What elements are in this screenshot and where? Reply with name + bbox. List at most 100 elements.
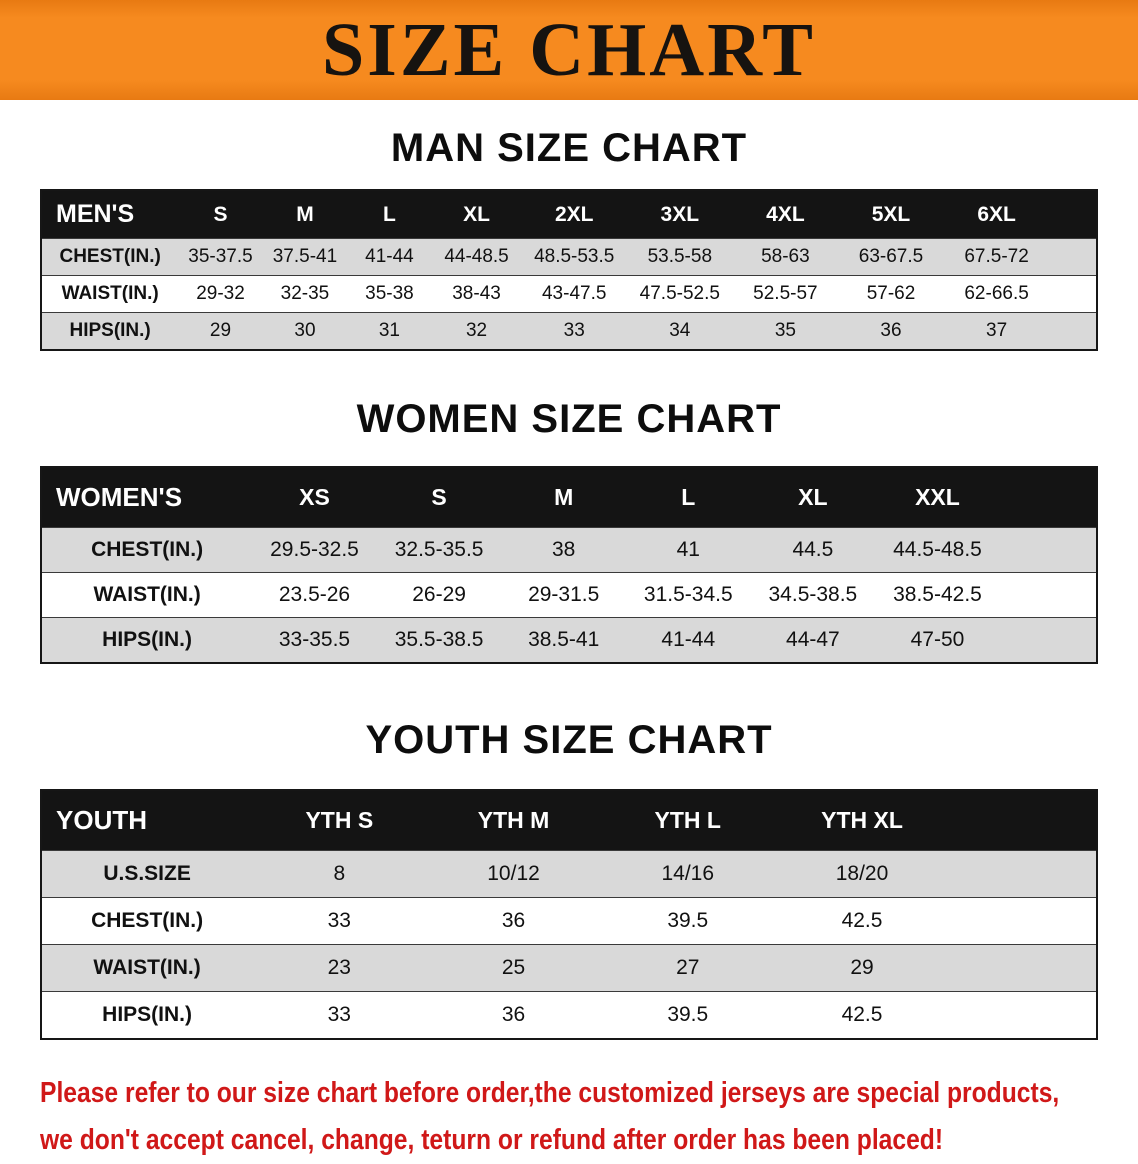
measurement-row: WAIST(IN.) 23 25 27 29 [41,944,1097,992]
table-title-cell: YOUTH [41,790,253,851]
filler-cell [1000,573,1097,618]
value-cell: 26-29 [412,583,466,606]
youth-size-section: YOUTH SIZE CHART YOUTH YTH S YTH M YTH L YTH… [0,718,1138,1040]
table-title-cell: MEN'S [41,190,179,239]
value-cell: 29-31.5 [528,583,600,606]
value-cell: 41-44 [661,628,716,651]
disclaimer-note: Please refer to our size chart before or… [40,1070,1130,1164]
value-cell: 37 [986,320,1008,341]
value-cell: 32 [465,320,488,341]
measurement-row: HIPS(IN.) 33 36 39.5 42.5 [41,991,1097,1040]
women-header-row: WOMEN'S XS S M L XL XXL [41,467,1097,528]
value-cell: 30 [294,320,316,341]
value-cell: 32.5-35.5 [394,538,484,561]
value-cell: 38.5-42.5 [893,583,982,606]
measurement-row: CHEST(IN.) 29.5-32.5 32.5-35.5 38 41 44.5 44.5… [41,527,1097,573]
value-cell: 48.5-53.5 [534,246,615,267]
value-cell: 42.5 [841,909,883,932]
value-cell: 33 [327,909,351,932]
value-cell: 18/20 [835,862,889,885]
value-cell: 43-47.5 [541,283,607,304]
measurement-row: CHEST(IN.) 35-37.5 37.5-41 41-44 44-48.5 48.5… [41,238,1097,276]
value-cell: 32-35 [280,283,330,304]
row-label-cell: HIPS(IN.) [69,320,151,341]
value-cell: 37.5-41 [272,246,338,267]
disclaimer-line-2: we don't accept cancel, change, teturn o… [40,1123,944,1156]
value-cell: 44.5-48.5 [893,538,982,561]
size-header-cell: XL [750,467,876,528]
size-chart-banner: SIZE CHART [0,0,1138,100]
value-cell: 34 [669,320,691,341]
row-label-cell: CHEST(IN.) [91,538,204,561]
value-cell: 47.5-52.5 [639,283,720,304]
youth-size-table: YOUTH YTH S YTH M YTH L YTH XL U.S.SIZE 8 10/1… [40,789,1098,1040]
value-cell: 33 [563,320,585,341]
size-header-cell: L [625,467,751,528]
value-cell: 27 [676,956,700,979]
men-header-row: MEN'S S M L XL 2XL 3XL 4XL 5XL 6XL [41,190,1097,239]
filler-cell [1049,239,1097,276]
row-label-cell: WAIST(IN.) [93,583,201,606]
value-cell: 36 [501,1003,526,1026]
value-cell: 29.5-32.5 [270,538,359,561]
value-cell: 38 [552,538,576,561]
value-cell: 31.5-34.5 [643,583,733,606]
value-cell: 35-37.5 [188,246,253,267]
size-header-cell: XL [431,190,522,239]
youth-section-heading: YOUTH SIZE CHART [365,718,773,762]
value-cell: 35.5-38.5 [394,628,484,651]
value-cell: 44.5 [792,538,834,561]
value-cell: 39.5 [667,1003,709,1026]
men-section-heading: MAN SIZE CHART [390,126,748,170]
women-size-section: WOMEN SIZE CHART WOMEN'S XS S M L XL XXL CHEST… [0,397,1138,664]
filler-cell [949,851,1097,898]
women-size-table: WOMEN'S XS S M L XL XXL CHEST(IN.) 29.5-32.5 32.… [40,466,1098,664]
value-cell: 38-43 [452,283,501,304]
value-cell: 29 [850,956,874,979]
measurement-row: HIPS(IN.) 29 30 31 32 33 34 35 36 37 [41,312,1097,351]
value-cell: 38.5-41 [528,628,600,651]
row-label-cell: CHEST(IN.) [59,246,161,267]
value-cell: 31 [378,320,400,341]
filler-cell [949,992,1097,1040]
row-label-cell: HIPS(IN.) [102,1003,193,1026]
size-header-cell: S [376,467,502,528]
banner-title: SIZE CHART [321,7,816,92]
value-cell: 33-35.5 [278,628,351,651]
size-header-cell: L [347,190,432,239]
value-cell: 10/12 [487,862,540,885]
value-cell: 35-38 [365,283,414,304]
filler-cell [1049,276,1097,313]
table-title-cell: WOMEN'S [41,467,253,528]
filler-cell [1049,313,1097,351]
filler-cell [949,945,1097,992]
size-header-cell: XS [252,467,377,528]
value-cell: 57-62 [866,283,916,304]
size-header-cell: 5XL [838,190,944,239]
row-label-cell: WAIST(IN.) [93,956,201,979]
size-header-cell: 3XL [627,190,733,239]
value-cell: 39.5 [667,909,709,932]
row-label-cell: WAIST(IN.) [61,283,159,304]
men-size-table: MEN'S S M L XL 2XL 3XL 4XL 5XL 6XL CHEST(IN.) 35-3… [40,189,1098,351]
youth-header-row: YOUTH YTH S YTH M YTH L YTH XL [41,790,1097,851]
value-cell: 36 [880,320,902,341]
value-cell: 29 [209,320,232,341]
row-label-cell: CHEST(IN.) [91,909,204,932]
value-cell: 36 [501,909,526,932]
value-cell: 44-47 [786,628,840,651]
value-cell: 42.5 [841,1003,883,1026]
filler-cell [1049,190,1097,239]
measurement-row: WAIST(IN.) 29-32 32-35 35-38 38-43 43-47.5 47.… [41,275,1097,313]
measurement-row: CHEST(IN.) 33 36 39.5 42.5 [41,897,1097,945]
value-cell: 41 [676,538,700,561]
men-size-section: MAN SIZE CHART MEN'S S M L XL 2XL 3XL 4XL 5XL 6XL… [0,126,1138,351]
size-header-cell: S [178,190,263,239]
size-header-cell: M [501,467,626,528]
value-cell: 47-50 [910,628,965,651]
value-cell: 58-63 [761,246,810,267]
value-cell: 25 [501,956,526,979]
size-header-cell: 4XL [732,190,839,239]
size-header-cell: YTH M [426,790,601,851]
